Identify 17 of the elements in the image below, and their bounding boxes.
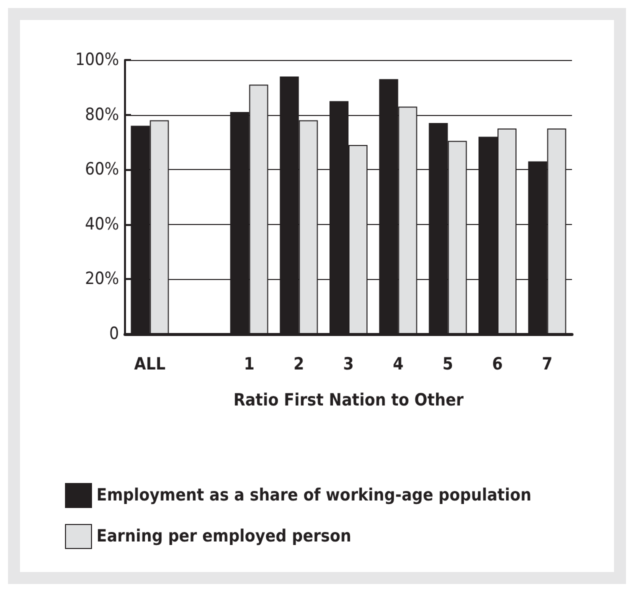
x-tick-label: 1 [244,354,254,374]
x-tick-label: 5 [442,354,454,374]
y-tick-label: 100% [75,50,119,70]
y-tick-label: 60% [85,160,119,180]
y-tick-label: 0 [109,324,119,344]
y-tick-label: 80% [85,104,119,125]
y-tick-label: 20% [85,269,119,290]
x-tick-label: 6 [492,354,503,374]
legend-label: Earning per employed person [96,526,352,546]
x-axis-title: Ratio First Nation to Other [233,390,464,410]
x-tick-label: ALL [134,354,166,374]
x-tick-label: 4 [392,354,404,374]
x-tick-label: 2 [294,354,304,374]
x-tick-label: 3 [343,354,354,374]
legend-label: Employment as a share of working-age population [96,486,532,506]
x-tick-label: 7 [542,354,552,374]
y-tick-label: 40% [85,214,119,234]
